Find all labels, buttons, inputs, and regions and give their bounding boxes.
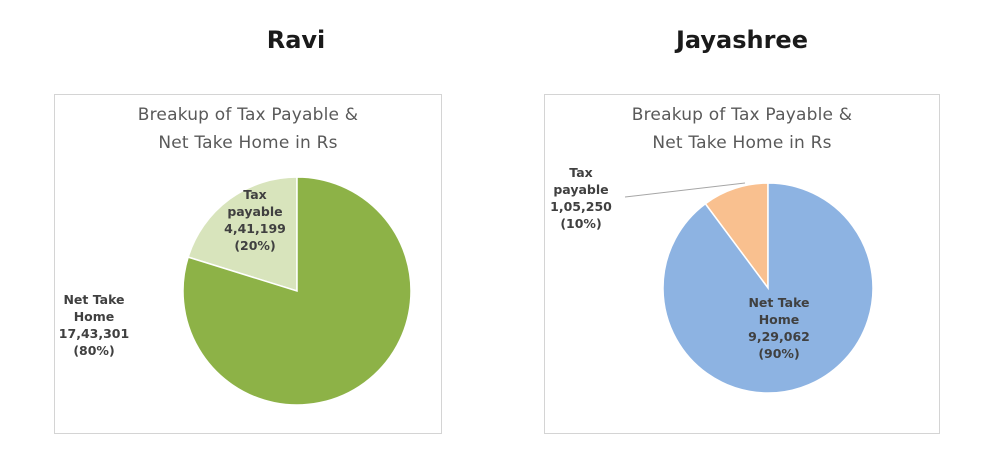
data-label-tax-payable: Tax payable 4,41,199 (20%) [224,187,286,253]
chart-title-line-2: Net Take Home in Rs [652,133,832,153]
chart-title-line-1: Breakup of Tax Payable & [631,105,853,125]
pie-chart-jayashree: Tax payable 1,05,250 (10%) Net Take Home 9,29,… [550,165,874,394]
heading-ravi: Ravi [266,26,326,54]
chart-title: Breakup of Tax Payable & Net Take Home i… [55,101,441,157]
chart-panel-ravi: Breakup of Tax Payable & Net Take Home i… [54,94,442,434]
heading-jayashree: Jayashree [676,26,808,54]
pie-slice-tax-payable [187,176,298,293]
chart-title-line-1: Breakup of Tax Payable & [137,105,359,125]
chart-title-line-2: Net Take Home in Rs [158,133,338,153]
pie-slice-net-take-home [182,176,412,406]
chart-panel-jayashree: Breakup of Tax Payable & Net Take Home i… [544,94,940,434]
pie-chart-ravi: Tax payable 4,41,199 (20%) Net Take Home 17,43… [59,176,412,406]
data-label-net-take-home: Net Take Home 17,43,301 (80%) [59,292,129,358]
data-label-tax-payable: Tax payable 1,05,250 (10%) [550,165,612,231]
data-label-net-take-home: Net Take Home 9,29,062 (90%) [748,295,810,361]
pie-slice-net-take-home [662,182,874,394]
leader-line [624,182,746,198]
chart-title: Breakup of Tax Payable & Net Take Home i… [545,101,939,157]
